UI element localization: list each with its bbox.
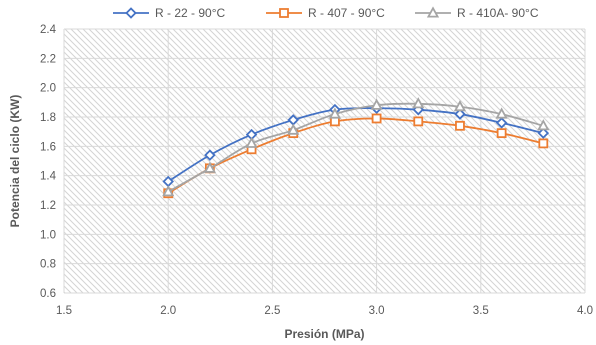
- series-line: [167, 102, 544, 193]
- gridlines: [63, 28, 586, 294]
- data-point: [537, 119, 550, 131]
- data-point: [203, 161, 216, 173]
- y-tick-label: 0.8: [40, 259, 56, 271]
- y-tick-label: 1.8: [40, 112, 56, 124]
- plot-area: [64, 29, 585, 293]
- data-point: [496, 128, 507, 139]
- legend-marker: [125, 7, 137, 19]
- legend-item-2: R - 410A- 90°C: [415, 6, 539, 20]
- data-point: [453, 100, 467, 112]
- legend-item-1: R - 407 - 90°C: [266, 6, 385, 20]
- x-tick-label: 3.0: [369, 305, 385, 317]
- data-point: [371, 113, 382, 124]
- data-point: [370, 98, 383, 110]
- data-point: [245, 136, 258, 148]
- y-tick-label: 2.0: [40, 83, 56, 95]
- data-point: [495, 107, 508, 119]
- x-tick-label: 1.5: [56, 305, 72, 317]
- data-point: [537, 127, 550, 139]
- series-line: [167, 117, 544, 195]
- legend: R - 22 - 90°C R - 407 - 90°C R - 410A- 90°…: [113, 6, 539, 20]
- legend-item-0: R - 22 - 90°C: [113, 6, 225, 20]
- x-axis-ticks: 1.5 2.0 2.5 3.0 3.5 4.0: [56, 305, 593, 317]
- data-point: [287, 123, 300, 135]
- data-point: [495, 117, 508, 129]
- legend-marker: [426, 6, 440, 18]
- x-tick-label: 2.0: [160, 305, 176, 317]
- y-tick-label: 1.4: [40, 171, 57, 183]
- x-tick-label: 4.0: [577, 305, 593, 317]
- y-tick-label: 0.6: [40, 288, 56, 300]
- data-point: [162, 185, 175, 197]
- y-axis-title: Potencia del ciclo (KW): [8, 95, 22, 228]
- data-point: [454, 108, 466, 120]
- y-tick-label: 1.0: [40, 229, 56, 241]
- data-point: [328, 107, 342, 119]
- data-point: [455, 120, 465, 131]
- series-group: [162, 97, 550, 199]
- data-point: [412, 97, 425, 109]
- x-tick-label: 2.5: [264, 305, 280, 317]
- y-tick-label: 1.6: [40, 141, 56, 153]
- data-point: [204, 149, 216, 161]
- x-axis-title: Presión (MPa): [284, 327, 364, 341]
- series-2: [162, 97, 550, 197]
- data-point: [330, 116, 340, 127]
- y-tick-label: 1.2: [40, 200, 56, 212]
- legend-label: R - 407 - 90°C: [308, 6, 385, 20]
- x-tick-label: 3.5: [473, 305, 489, 317]
- legend-label: R - 22 - 90°C: [155, 6, 225, 20]
- data-point: [413, 116, 424, 127]
- data-point: [538, 138, 549, 149]
- y-axis-ticks: 0.6 0.8 1.0 1.2 1.4 1.6 1.8 2.0 2.2 2.4: [40, 24, 57, 300]
- legend-label: R - 410A- 90°C: [457, 6, 539, 20]
- legend-marker: [279, 8, 289, 18]
- y-tick-label: 2.2: [40, 53, 56, 65]
- y-tick-label: 2.4: [40, 24, 57, 36]
